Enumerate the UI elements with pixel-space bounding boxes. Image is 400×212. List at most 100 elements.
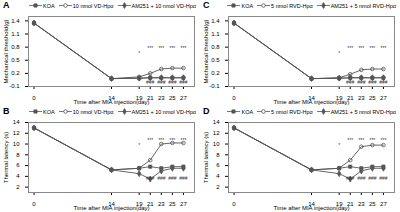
svg-text:14: 14	[13, 119, 20, 125]
svg-text:***: ***	[381, 45, 387, 51]
svg-text:***: ***	[147, 45, 153, 51]
svg-text:0: 0	[32, 201, 36, 207]
svg-text:*: *	[338, 50, 340, 56]
svg-text:21: 21	[146, 94, 154, 101]
svg-text:***: ***	[369, 137, 375, 143]
svg-text:0.2: 0.2	[11, 70, 20, 76]
svg-text:###: ###	[346, 79, 355, 85]
svg-text:12: 12	[213, 130, 220, 136]
svg-text:*: *	[338, 142, 340, 148]
svg-text:***: ***	[158, 45, 164, 51]
svg-text:***: ***	[181, 137, 187, 143]
svg-text:***: ***	[181, 45, 187, 51]
svg-text:2: 2	[216, 184, 220, 190]
svg-text:###: ###	[179, 79, 188, 85]
svg-text:Mechanical threshold(g): Mechanical threshold(g)	[203, 19, 209, 83]
svg-text:Time after MIA injection(day): Time after MIA injection(day)	[73, 99, 149, 105]
svg-text:###: ###	[157, 79, 166, 85]
svg-text:27: 27	[380, 201, 387, 207]
html-text:KOA: KOA	[43, 2, 55, 9]
svg-text:8: 8	[16, 152, 20, 158]
svg-text:27: 27	[380, 95, 387, 101]
html-text:C: C	[203, 0, 210, 10]
svg-text:23: 23	[158, 201, 165, 207]
svg-text:***: ***	[158, 137, 164, 143]
svg-text:Thermal latency (s): Thermal latency (s)	[3, 132, 9, 183]
svg-text:27: 27	[180, 201, 187, 207]
svg-text:***: ***	[381, 137, 387, 143]
html-text:B: B	[3, 106, 10, 116]
svg-text:0.5: 0.5	[11, 57, 20, 63]
svg-text:14: 14	[213, 119, 220, 125]
svg-text:***: ***	[358, 45, 364, 51]
svg-text:0: 0	[232, 201, 236, 207]
html-text:KOA: KOA	[43, 108, 55, 115]
svg-text:###: ###	[146, 79, 155, 85]
svg-text:0.8: 0.8	[211, 44, 220, 50]
svg-text:25: 25	[369, 201, 376, 207]
svg-text:10: 10	[13, 141, 20, 147]
svg-text:###: ###	[357, 79, 366, 85]
svg-text:***: ***	[169, 45, 175, 51]
svg-text:###: ###	[157, 175, 166, 181]
html-text:10 nmol VD-Hpα: 10 nmol VD-Hpα	[72, 2, 114, 9]
svg-text:*: *	[138, 142, 140, 148]
html-text:AM251 + 10 nmol VD-Hpα: AM251 + 10 nmol VD-Hpα	[131, 108, 196, 115]
svg-text:25: 25	[169, 95, 176, 101]
svg-text:###: ###	[357, 175, 366, 181]
svg-text:***: ***	[369, 45, 375, 51]
svg-text:*: *	[138, 50, 140, 56]
svg-text:0.8: 0.8	[11, 44, 20, 50]
svg-text:25: 25	[169, 201, 176, 207]
svg-text:4: 4	[16, 173, 20, 179]
svg-text:###: ###	[179, 175, 188, 181]
svg-text:Time after MIA injection(day): Time after MIA injection(day)	[273, 205, 349, 211]
svg-text:###: ###	[379, 175, 388, 181]
svg-text:0.2: 0.2	[211, 70, 220, 76]
svg-text:10: 10	[213, 141, 220, 147]
html-text:KOA: KOA	[241, 2, 254, 9]
svg-text:###: ###	[168, 175, 177, 181]
svg-text:###: ###	[368, 79, 377, 85]
svg-text:1.4: 1.4	[211, 18, 220, 24]
svg-text:###: ###	[146, 175, 155, 181]
html-text:A: A	[3, 0, 10, 10]
svg-text:27: 27	[180, 95, 187, 101]
html-text:AM251 + 10 nmol VD-Hpα: AM251 + 10 nmol VD-Hpα	[131, 2, 196, 9]
svg-text:1.4: 1.4	[11, 18, 20, 24]
svg-text:Time after MIA injection(day): Time after MIA injection(day)	[273, 99, 349, 105]
svg-text:23: 23	[358, 95, 365, 101]
svg-text:6: 6	[216, 162, 220, 168]
svg-text:###: ###	[168, 79, 177, 85]
svg-text:Time after MIA injection(day): Time after MIA injection(day)	[73, 205, 149, 211]
svg-text:6: 6	[16, 162, 20, 168]
svg-text:23: 23	[358, 201, 365, 207]
html-text:10 nmol VD-Hpα: 10 nmol VD-Hpα	[72, 108, 114, 115]
svg-text:###: ###	[346, 175, 355, 181]
svg-text:***: ***	[347, 137, 353, 143]
svg-text:1.1: 1.1	[11, 31, 20, 37]
html-text:5 nmol RVD-Hpα: 5 nmol RVD-Hpα	[271, 2, 313, 9]
svg-text:23: 23	[158, 95, 165, 101]
html-text:AM251 + 5 nmol RVD-Hpα: AM251 + 5 nmol RVD-Hpα	[330, 2, 396, 9]
svg-text:***: ***	[169, 137, 175, 143]
svg-text:12: 12	[13, 130, 20, 136]
svg-text:-0.1: -0.1	[209, 83, 220, 89]
svg-text:0: 0	[232, 95, 236, 101]
svg-text:Mechanical threshold(g): Mechanical threshold(g)	[3, 19, 9, 83]
svg-text:4: 4	[216, 173, 220, 179]
svg-text:###: ###	[379, 79, 388, 85]
svg-text:0: 0	[32, 95, 36, 101]
svg-text:1.1: 1.1	[211, 31, 220, 37]
svg-text:8: 8	[216, 152, 220, 158]
svg-text:21: 21	[146, 200, 154, 207]
svg-text:###: ###	[368, 175, 377, 181]
svg-text:***: ***	[358, 137, 364, 143]
svg-text:25: 25	[369, 95, 376, 101]
svg-text:-0.1: -0.1	[9, 83, 20, 89]
svg-text:2: 2	[16, 184, 20, 190]
svg-text:Thermal latency (s): Thermal latency (s)	[203, 132, 209, 183]
svg-text:0.5: 0.5	[211, 57, 220, 63]
svg-text:***: ***	[147, 137, 153, 143]
svg-text:***: ***	[347, 45, 353, 51]
